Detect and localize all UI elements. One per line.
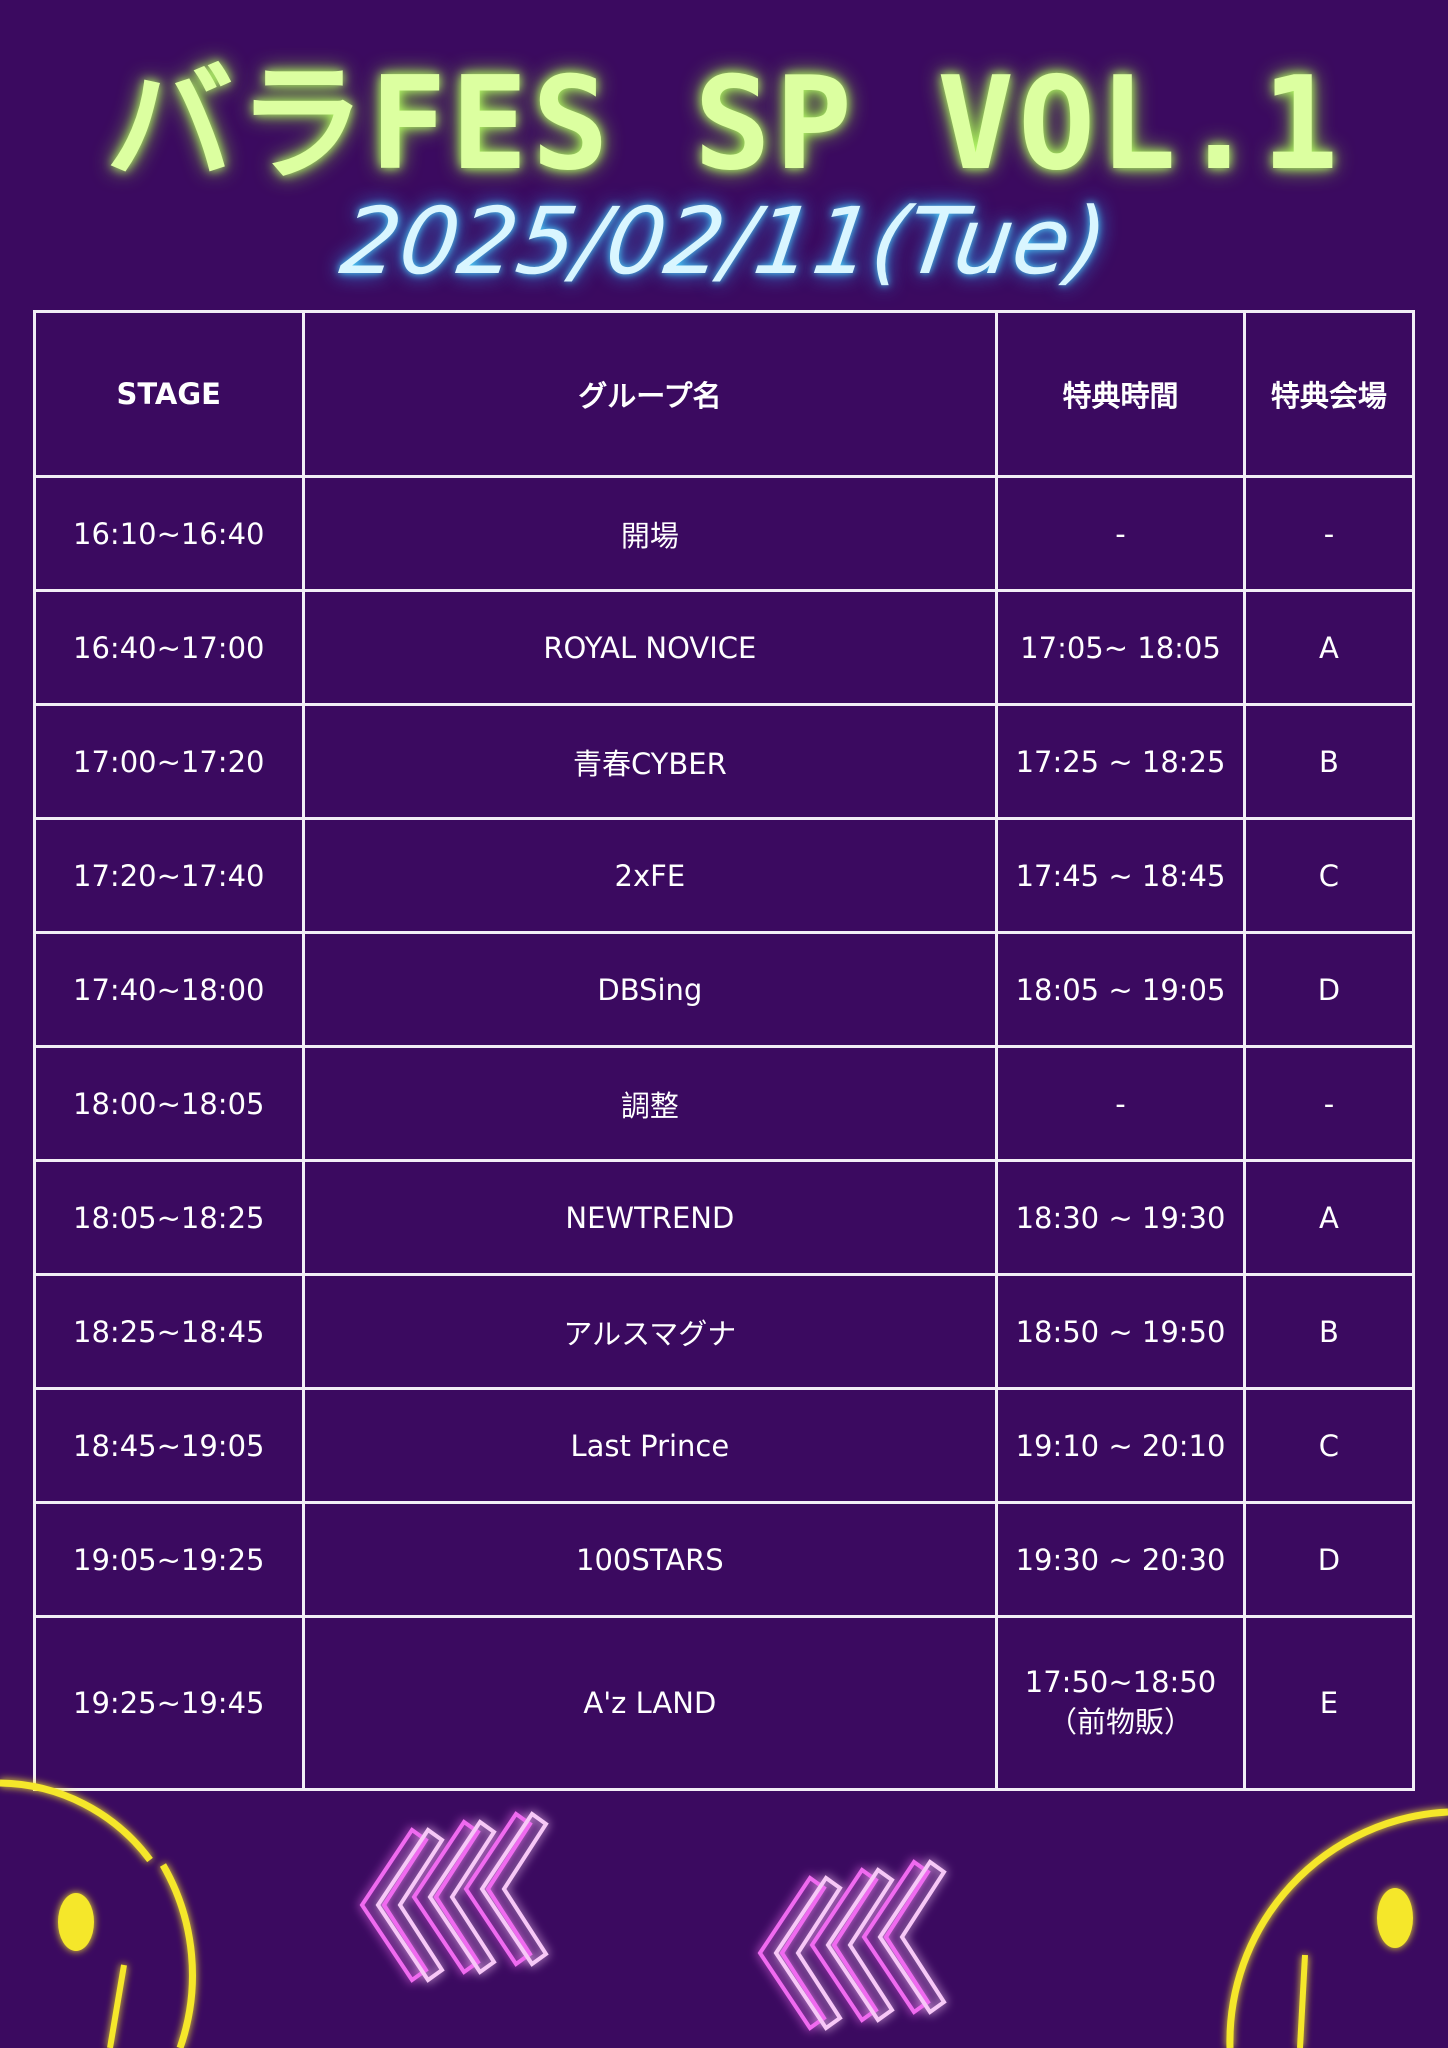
benefit-venue: B (1242, 1273, 1416, 1390)
benefit-time-line1: 17:50~18:50 (1024, 1665, 1217, 1699)
header-stage: STAGE (33, 310, 305, 478)
table-row: 18:00~18:05 調整 - - (33, 1045, 1416, 1162)
group-name: Last Prince (301, 1387, 999, 1504)
group-name: アルスマグナ (301, 1273, 999, 1390)
chevron-shape (773, 1875, 843, 2031)
table-row: 18:45~19:05 Last Prince 19:10 ~ 20:10 C (33, 1387, 1416, 1504)
benefit-time: - (995, 1045, 1246, 1162)
chevron-shape (411, 1819, 481, 1975)
benefit-time: 17:45 ~ 18:45 (995, 817, 1246, 934)
stage-time: 17:00~17:20 (33, 703, 305, 820)
benefit-time: - (995, 475, 1246, 592)
benefit-time: 19:30 ~ 20:30 (995, 1501, 1246, 1618)
chevrons-left-icon (359, 1811, 549, 1983)
table-row: 17:00~17:20 青春CYBER 17:25 ~ 18:25 B (33, 703, 1416, 820)
benefit-time-line2: （前物販） (1048, 1705, 1194, 1739)
chevron-shape (375, 1827, 445, 1983)
benefit-time: 17:50~18:50 （前物販） (995, 1615, 1246, 1791)
stage-time: 18:00~18:05 (33, 1045, 305, 1162)
smiley-left-icon (0, 1779, 196, 2048)
benefit-time: 18:50 ~ 19:50 (995, 1273, 1246, 1390)
header-group: グループ名 (301, 310, 999, 478)
group-name: NEWTREND (301, 1159, 999, 1276)
group-name: A'z LAND (301, 1615, 999, 1791)
benefit-time: 18:05 ~ 19:05 (995, 931, 1246, 1048)
stage-time: 17:20~17:40 (33, 817, 305, 934)
chevrons-right-icon (757, 1859, 947, 2031)
benefit-time: 17:05~ 18:05 (995, 589, 1246, 706)
chevron-shape (825, 1867, 895, 2023)
table-row: 19:05~19:25 100STARS 19:30 ~ 20:30 D (33, 1501, 1416, 1618)
chevron-shape (427, 1819, 497, 1975)
stage-time: 17:40~18:00 (33, 931, 305, 1048)
header-benefit-venue: 特典会場 (1242, 310, 1416, 478)
benefit-venue: C (1242, 1387, 1416, 1504)
benefit-venue: B (1242, 703, 1416, 820)
chevron-shape (861, 1859, 931, 2015)
table-row: 16:10~16:40 開場 - - (33, 475, 1416, 592)
table-row: 18:25~18:45 アルスマグナ 18:50 ~ 19:50 B (33, 1273, 1416, 1390)
chevron-shape (809, 1867, 879, 2023)
table-row: 17:40~18:00 DBSing 18:05 ~ 19:05 D (33, 931, 1416, 1048)
stage-time: 18:05~18:25 (33, 1159, 305, 1276)
table-row: 16:40~17:00 ROYAL NOVICE 17:05~ 18:05 A (33, 589, 1416, 706)
benefit-time: 17:25 ~ 18:25 (995, 703, 1246, 820)
benefit-venue: D (1242, 1501, 1416, 1618)
timetable: STAGE グループ名 特典時間 特典会場 16:10~16:40 開場 - -16:… (33, 310, 1416, 1791)
event-title: バラFES SP VOL.1 (105, 50, 1343, 199)
smiley-right-icon (1226, 1808, 1448, 2048)
chevron-shape (359, 1827, 429, 1983)
stage-time: 18:45~19:05 (33, 1387, 305, 1504)
benefit-venue: E (1242, 1615, 1416, 1791)
stage-time: 19:25~19:45 (33, 1615, 305, 1791)
benefit-venue: - (1242, 1045, 1416, 1162)
group-name: DBSing (301, 931, 999, 1048)
table-row: 19:25~19:45 A'z LAND 17:50~18:50 （前物販） E (33, 1615, 1416, 1791)
table-row: 17:20~17:40 2xFE 17:45 ~ 18:45 C (33, 817, 1416, 934)
stage-time: 16:40~17:00 (33, 589, 305, 706)
chevron-shape (877, 1859, 947, 2015)
header-benefit-time: 特典時間 (995, 310, 1246, 478)
stage-time: 16:10~16:40 (33, 475, 305, 592)
stage-time: 19:05~19:25 (33, 1501, 305, 1618)
group-name: 2xFE (301, 817, 999, 934)
group-name: 100STARS (301, 1501, 999, 1618)
benefit-venue: - (1242, 475, 1416, 592)
chevron-shape (463, 1811, 533, 1967)
group-name: 青春CYBER (301, 703, 999, 820)
group-name: 開場 (301, 475, 999, 592)
benefit-venue: D (1242, 931, 1416, 1048)
benefit-venue: C (1242, 817, 1416, 934)
chevron-shape (479, 1811, 549, 1967)
stage-time: 18:25~18:45 (33, 1273, 305, 1390)
benefit-venue: A (1242, 589, 1416, 706)
table-row: 18:05~18:25 NEWTREND 18:30 ~ 19:30 A (33, 1159, 1416, 1276)
benefit-time: 19:10 ~ 20:10 (995, 1387, 1246, 1504)
group-name: ROYAL NOVICE (301, 589, 999, 706)
benefit-venue: A (1242, 1159, 1416, 1276)
chevron-shape (757, 1875, 827, 2031)
table-header-row: STAGE グループ名 特典時間 特典会場 (33, 310, 1416, 478)
group-name: 調整 (301, 1045, 999, 1162)
benefit-time: 18:30 ~ 19:30 (995, 1159, 1246, 1276)
